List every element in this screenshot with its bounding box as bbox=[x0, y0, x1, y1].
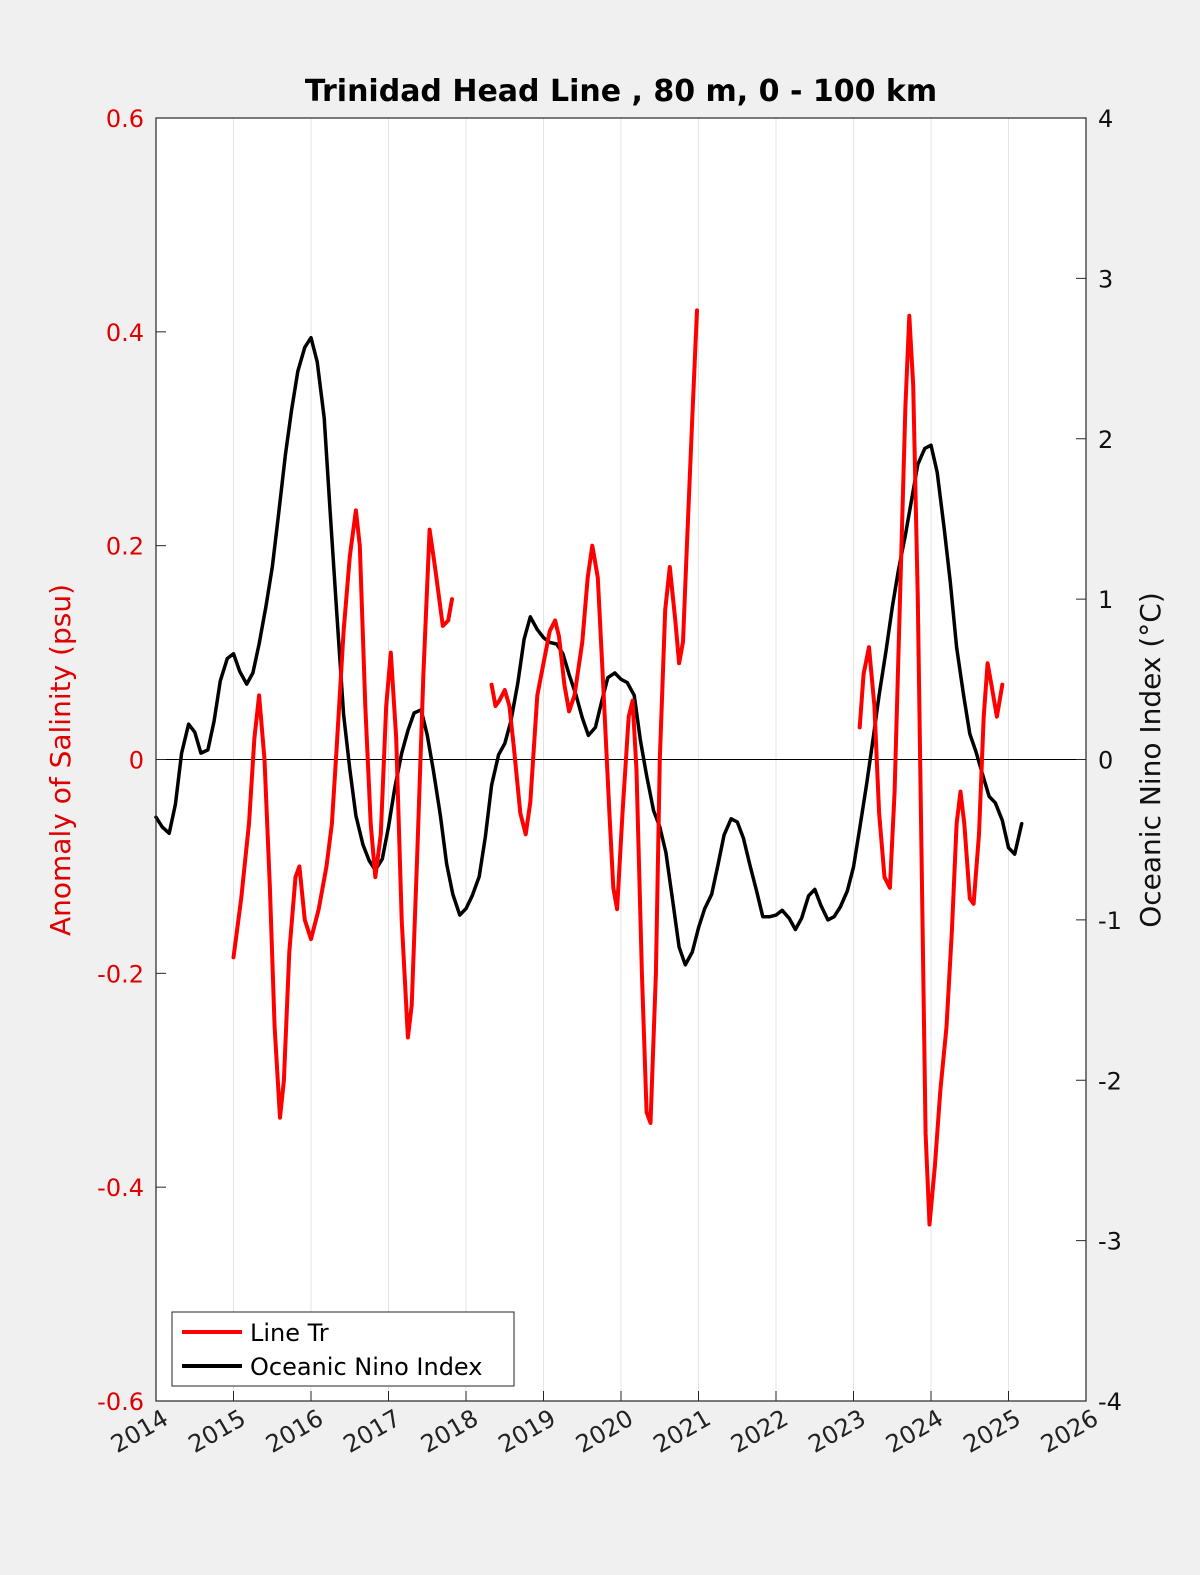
series-line-tr-segment-2 bbox=[857, 313, 1005, 1227]
x-tick-label: 2015 bbox=[184, 1404, 251, 1459]
legend-label-line-tr: Line Tr bbox=[250, 1319, 329, 1347]
y-tick-label-left: -0.6 bbox=[97, 1388, 144, 1416]
series-line-tr-segment-0 bbox=[231, 508, 454, 1120]
x-tick-label: 2022 bbox=[726, 1404, 793, 1459]
legend-label-oni: Oceanic Nino Index bbox=[250, 1353, 482, 1381]
y-tick-label-left: 0.6 bbox=[106, 105, 144, 133]
y-tick-label-left: -0.2 bbox=[97, 960, 144, 988]
x-tick-label: 2024 bbox=[881, 1404, 948, 1459]
x-tick-label: 2018 bbox=[416, 1404, 483, 1459]
legend: Line Tr Oceanic Nino Index bbox=[171, 1311, 515, 1387]
series-oceanic-nino-index-segment-0 bbox=[154, 335, 1024, 967]
series-layer bbox=[154, 308, 1024, 1227]
x-tick-label: 2020 bbox=[571, 1404, 638, 1459]
legend-box bbox=[171, 1311, 515, 1387]
y-tick-label-right: 2 bbox=[1098, 426, 1113, 454]
y-tick-label-right: 0 bbox=[1098, 747, 1113, 775]
x-tick-label: 2023 bbox=[804, 1404, 871, 1459]
x-tick-label: 2021 bbox=[649, 1404, 716, 1459]
x-tick-label: 2016 bbox=[261, 1404, 328, 1459]
x-tick-label: 2017 bbox=[339, 1404, 406, 1459]
y-axis-label-right: Oceanic Nino Index (°C) bbox=[1134, 592, 1167, 928]
chart-title: Trinidad Head Line , 80 m, 0 - 100 km bbox=[305, 74, 937, 109]
y-tick-label-right: 4 bbox=[1098, 105, 1113, 133]
x-tick-label: 2026 bbox=[1036, 1404, 1103, 1459]
y-tick-label-right: -1 bbox=[1098, 907, 1122, 935]
x-tick-label: 2025 bbox=[959, 1404, 1026, 1459]
y-tick-label-right: -2 bbox=[1098, 1067, 1122, 1095]
y-tick-label-left: -0.4 bbox=[97, 1174, 144, 1202]
y-tick-label-left: 0.2 bbox=[106, 533, 144, 561]
y-tick-label-right: -4 bbox=[1098, 1388, 1122, 1416]
series-line-tr-segment-1 bbox=[489, 308, 699, 1125]
y-axis-label-left: Anomaly of Salinity (psu) bbox=[44, 584, 77, 936]
y-tick-label-left: 0.4 bbox=[106, 319, 144, 347]
x-tick-label: 2019 bbox=[494, 1404, 561, 1459]
y-tick-label-right: 1 bbox=[1098, 586, 1113, 614]
y-tick-label-right: -3 bbox=[1098, 1228, 1122, 1256]
y-tick-label-left: 0 bbox=[129, 747, 144, 775]
y-tick-label-right: 3 bbox=[1098, 265, 1113, 293]
